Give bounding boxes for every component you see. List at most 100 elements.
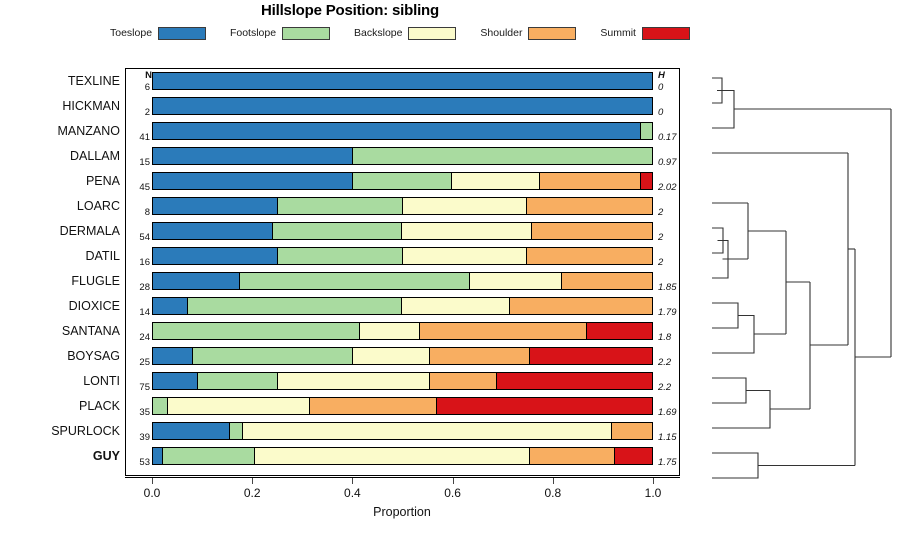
legend-label-backslope: Backslope (354, 27, 403, 39)
legend-item-backslope[interactable]: Backslope (354, 26, 457, 40)
bar-segment-backslope[interactable] (242, 423, 613, 439)
bar-segment-toeslope[interactable] (153, 423, 231, 439)
bar-segment-backslope[interactable] (255, 448, 530, 464)
bar-segment-shoulder[interactable] (429, 373, 498, 389)
stacked-bar[interactable] (152, 422, 653, 440)
page-title: Hillslope Position: sibling (261, 2, 439, 19)
stacked-bar[interactable] (152, 72, 653, 90)
bar-segment-shoulder[interactable] (509, 298, 652, 314)
bar-segment-toeslope[interactable] (153, 298, 188, 314)
bar-segment-backslope[interactable] (277, 373, 430, 389)
bar-segment-footslope[interactable] (277, 248, 403, 264)
y-axis-label: GUY (92, 449, 120, 463)
x-axis-line (125, 477, 680, 478)
bar-segment-footslope[interactable] (187, 298, 403, 314)
bar-segment-footslope[interactable] (153, 323, 361, 339)
legend-item-shoulder[interactable]: Shoulder (480, 26, 577, 40)
bar-segment-toeslope[interactable] (153, 123, 642, 139)
stacked-bar[interactable] (152, 447, 653, 465)
legend-label-shoulder: Shoulder (480, 27, 523, 39)
bar-segment-toeslope[interactable] (153, 273, 241, 289)
bar-segment-toeslope[interactable] (153, 373, 198, 389)
stacked-bar[interactable] (152, 322, 653, 340)
bar-segment-shoulder[interactable] (527, 248, 652, 264)
bar-segment-summit[interactable] (641, 173, 652, 189)
stacked-bar[interactable] (152, 122, 653, 140)
bar-segment-footslope[interactable] (162, 448, 256, 464)
bar-segment-summit[interactable] (437, 398, 652, 414)
bar-segment-footslope[interactable] (272, 223, 403, 239)
h-column-header: H (658, 70, 665, 81)
x-axis-tick (552, 478, 554, 484)
bar-segment-footslope[interactable] (240, 273, 470, 289)
y-axis-label: PENA (85, 174, 120, 188)
bar-segment-backslope[interactable] (402, 223, 533, 239)
x-axis-tick (352, 478, 354, 484)
bar-segment-footslope[interactable] (230, 423, 243, 439)
stacked-bar[interactable] (152, 97, 653, 115)
bar-segment-toeslope[interactable] (153, 348, 193, 364)
bar-segment-footslope[interactable] (277, 198, 403, 214)
x-axis-tick-label: 0.0 (143, 486, 161, 500)
x-axis-tick-label: 1.0 (644, 486, 662, 500)
bar-segment-footslope[interactable] (352, 173, 453, 189)
stacked-bar[interactable] (152, 372, 653, 390)
dendrogram (712, 77, 892, 479)
y-axis-label: DATIL (85, 249, 121, 263)
bar-segment-toeslope[interactable] (153, 98, 652, 114)
stacked-bar[interactable] (152, 222, 653, 240)
x-axis-tick-label: 0.4 (344, 486, 361, 500)
bar-segment-shoulder[interactable] (310, 398, 438, 414)
stacked-bar[interactable] (152, 272, 653, 290)
legend-label-toeslope: Toeslope (110, 27, 153, 39)
bar-segment-toeslope[interactable] (153, 148, 353, 164)
bar-segment-footslope[interactable] (153, 398, 168, 414)
y-axis-label: DIOXICE (68, 299, 120, 313)
bar-segment-shoulder[interactable] (429, 348, 530, 364)
stacked-bar[interactable] (152, 197, 653, 215)
bar-segment-shoulder[interactable] (612, 423, 652, 439)
legend-label-footslope: Footslope (229, 27, 277, 39)
stacked-bar[interactable] (152, 397, 653, 415)
x-axis-tick-label: 0.2 (243, 486, 261, 500)
legend-item-toeslope[interactable]: Toeslope (110, 26, 207, 40)
legend-item-footslope[interactable]: Footslope (229, 26, 331, 40)
bar-segment-backslope[interactable] (360, 323, 420, 339)
bar-segment-backslope[interactable] (402, 298, 510, 314)
bar-segment-toeslope[interactable] (153, 73, 652, 89)
stacked-bar[interactable] (152, 347, 653, 365)
bar-segment-footslope[interactable] (197, 373, 278, 389)
stacked-bar[interactable] (152, 247, 653, 265)
bar-segment-shoulder[interactable] (532, 223, 652, 239)
bar-segment-backslope[interactable] (167, 398, 311, 414)
bar-segment-toeslope[interactable] (153, 173, 353, 189)
bar-segment-summit[interactable] (587, 323, 652, 339)
bar-segment-shoulder[interactable] (562, 273, 652, 289)
legend-item-summit[interactable]: Summit (600, 26, 690, 40)
bar-segment-footslope[interactable] (192, 348, 353, 364)
x-axis-tick (152, 478, 153, 484)
bar-segment-shoulder[interactable] (539, 173, 641, 189)
bar-segment-backslope[interactable] (352, 348, 430, 364)
bar-segment-footslope[interactable] (641, 123, 652, 139)
bar-segment-shoulder[interactable] (419, 323, 588, 339)
bar-segment-summit[interactable] (529, 348, 652, 364)
bar-segment-toeslope[interactable] (153, 248, 278, 264)
bar-segment-shoulder[interactable] (529, 448, 615, 464)
bar-segment-footslope[interactable] (352, 148, 652, 164)
bar-segment-toeslope[interactable] (153, 223, 273, 239)
bar-segment-toeslope[interactable] (153, 198, 278, 214)
bar-segment-toeslope[interactable] (153, 448, 163, 464)
bar-segment-backslope[interactable] (469, 273, 563, 289)
bar-segment-backslope[interactable] (402, 198, 528, 214)
bar-segment-summit[interactable] (497, 373, 652, 389)
legend-swatch-toeslope (158, 26, 207, 40)
bar-segment-shoulder[interactable] (527, 198, 652, 214)
bar-segment-summit[interactable] (614, 448, 652, 464)
bar-segment-backslope[interactable] (402, 248, 528, 264)
stacked-bar[interactable] (152, 147, 653, 165)
stacked-bar[interactable] (152, 172, 653, 190)
stacked-bar[interactable] (152, 297, 653, 315)
bar-segment-backslope[interactable] (452, 173, 540, 189)
